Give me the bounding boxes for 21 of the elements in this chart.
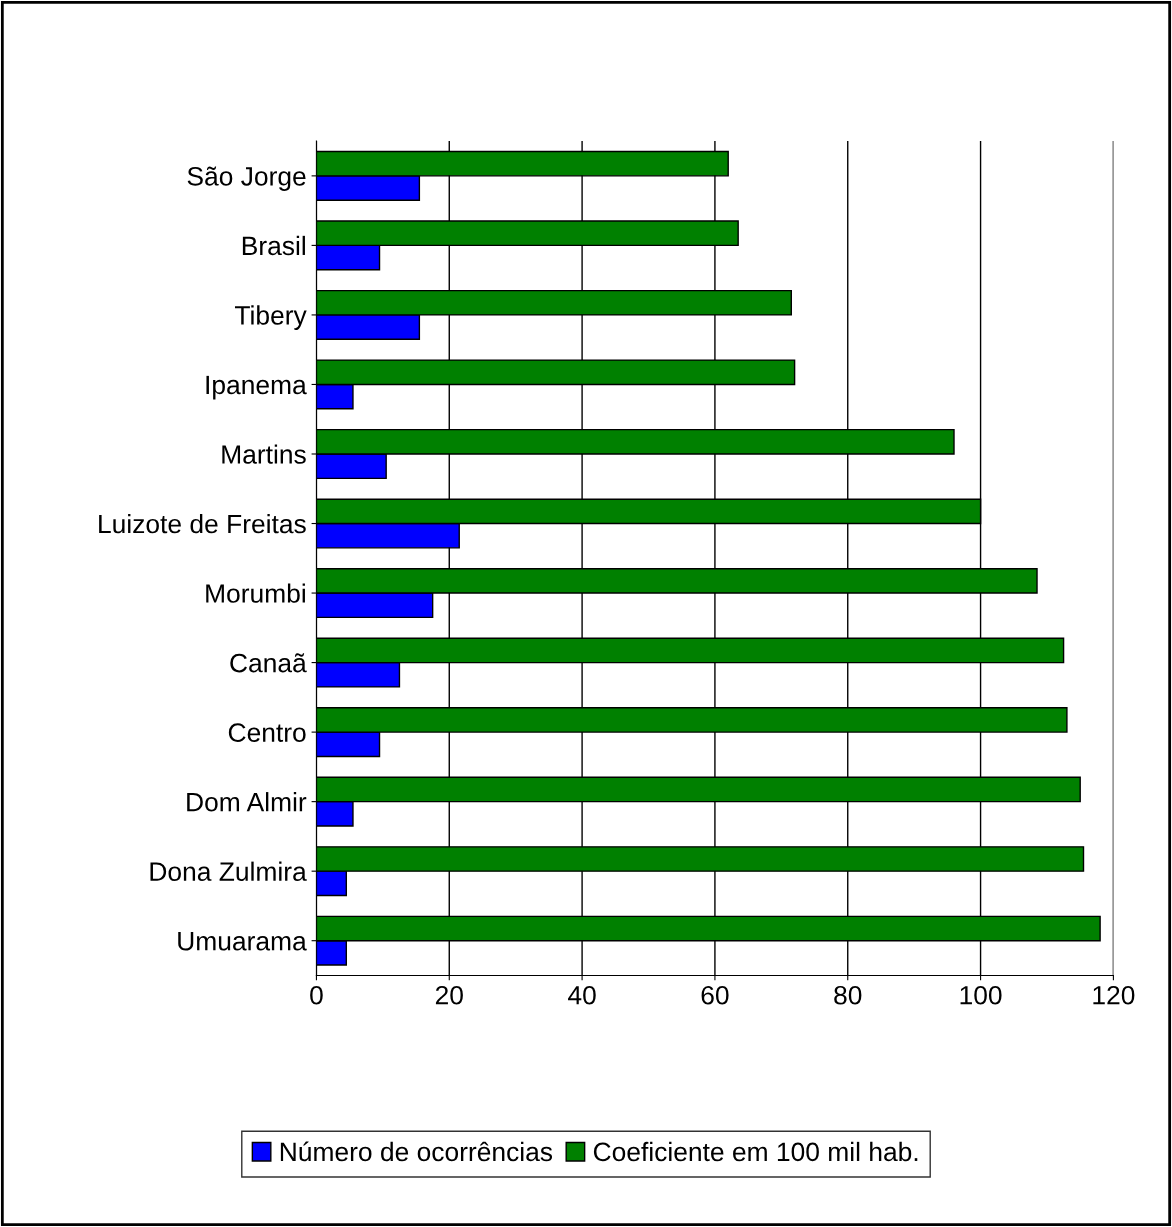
y-tick-label: Tibery [234, 305, 307, 330]
x-tick-label: 60 [701, 985, 729, 1005]
x-tick-label: 100 [960, 985, 1002, 1005]
x-tick-label: 120 [1093, 985, 1135, 1005]
y-tick-label: Centro [228, 723, 306, 742]
y-tick-label: Dom Almir [187, 792, 307, 812]
x-tick-label: 20 [435, 985, 463, 1005]
legend-label: Número de ocorrências [280, 1141, 553, 1162]
x-tick-label: 0 [310, 985, 323, 1005]
y-tick-label: Dona Zulmira [150, 861, 307, 881]
x-tick-label: 80 [834, 985, 862, 1005]
y-tick-label: São Jorge [187, 166, 306, 191]
y-tick-label: Umuarama [178, 932, 307, 951]
x-tick-label: 40 [568, 985, 596, 1005]
y-tick-label: Morumbi [206, 583, 305, 603]
y-tick-label: Brasil [242, 235, 305, 256]
y-tick-label: Ipanema [206, 375, 307, 400]
y-tick-label: Luizote de Freitas [99, 513, 306, 534]
y-tick-label: Canaã [230, 653, 307, 673]
y-tick-label: Martins [222, 444, 306, 464]
legend-label: Coeficiente em 100 mil hab. [593, 1141, 918, 1162]
